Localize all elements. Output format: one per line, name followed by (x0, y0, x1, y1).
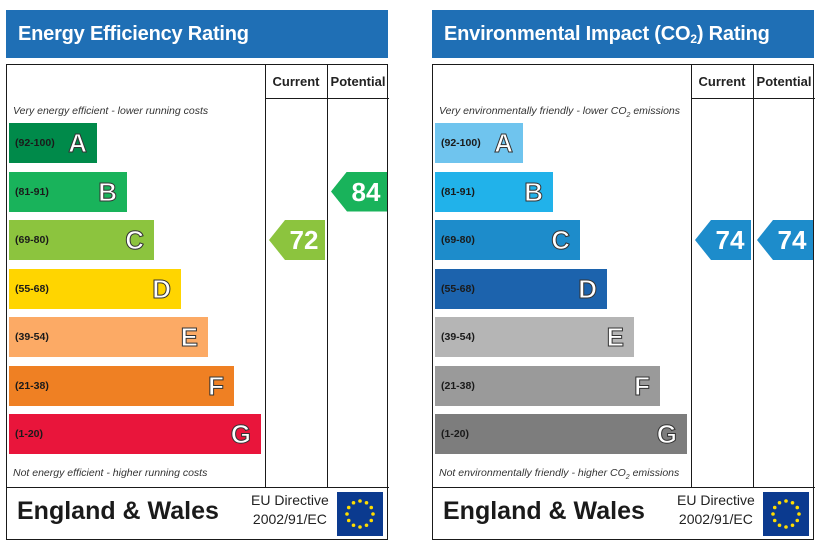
band-letter: D (152, 273, 172, 304)
eu-directive: EU Directive 2002/91/EC (251, 492, 329, 527)
energy-panel-title: Energy Efficiency Rating (6, 10, 388, 58)
band-range-label: (39-54) (441, 331, 475, 343)
eu-flag-icon (337, 492, 383, 536)
potential-column-header: Potential (756, 74, 812, 89)
rating-band-f: (21-38) F (435, 365, 660, 406)
rating-band-g: (1-20) G (9, 414, 261, 454)
energy-chart-frame: Current Potential Very energy efficient … (6, 64, 389, 540)
environment-panel-title: Environmental Impact (CO2) Rating (432, 10, 814, 58)
band-range-label: (1-20) (441, 428, 470, 440)
rating-band-d: (55-68) D (435, 268, 607, 309)
band-range-label: (92-100) (441, 137, 481, 149)
band-letter: F (634, 370, 651, 401)
band-letter: E (180, 322, 198, 353)
band-range-label: (81-91) (15, 185, 49, 198)
environment-chart-frame: Current Potential Very environmentally f… (432, 64, 815, 540)
band-range-label: (69-80) (15, 234, 49, 246)
band-range-label: (92-100) (15, 137, 55, 149)
band-range-label: (39-54) (15, 331, 49, 343)
band-range-label: (55-68) (15, 282, 49, 295)
band-letter: B (524, 176, 544, 207)
energy-current-rating: 72 (269, 220, 325, 260)
band-letter: C (551, 225, 571, 256)
energy-efficiency-panel: Energy Efficiency Rating Current Potenti… (6, 10, 389, 542)
rating-band-a: (92-100) A (9, 123, 97, 163)
environment-potential-rating: 74 (757, 220, 813, 260)
band-letter: B (98, 176, 118, 207)
band-letter: A (494, 128, 514, 159)
rating-band-f: (21-38) F (9, 365, 234, 406)
band-range-label: (21-38) (441, 379, 475, 392)
rating-band-c: (69-80) C (435, 220, 580, 260)
eu-directive: EU Directive 2002/91/EC (677, 492, 755, 527)
energy-note-top: Very energy efficient - lower running co… (13, 105, 209, 117)
potential-column-header: Potential (330, 74, 386, 89)
band-range-label: (55-68) (441, 282, 475, 295)
environment-current-rating: 74 (695, 220, 751, 260)
rating-band-e: (39-54) E (9, 317, 208, 357)
environmental-impact-panel: Environmental Impact (CO2) Rating Curren… (432, 10, 815, 542)
current-column-header: Current (272, 74, 320, 89)
band-letter: D (578, 273, 598, 304)
environment-note-top: Very environmentally friendly - lower CO… (439, 105, 681, 120)
energy-potential-rating: 84 (331, 171, 387, 212)
environment-note-bottom: Not environmentally friendly - higher CO… (439, 467, 680, 482)
eu-flag-icon (763, 492, 809, 536)
band-letter: C (125, 225, 145, 256)
rating-band-c: (69-80) C (9, 220, 154, 260)
current-column-header: Current (698, 74, 746, 89)
rating-band-a: (92-100) A (435, 123, 523, 163)
band-range-label: (1-20) (15, 428, 44, 440)
rating-band-b: (81-91) B (9, 171, 127, 212)
rating-band-g: (1-20) G (435, 414, 687, 454)
band-range-label: (69-80) (441, 234, 475, 246)
band-range-label: (81-91) (441, 185, 475, 198)
rating-band-b: (81-91) B (435, 171, 553, 212)
band-letter: E (606, 322, 624, 353)
band-letter: G (656, 419, 677, 450)
rating-band-d: (55-68) D (9, 268, 181, 309)
band-letter: A (68, 128, 88, 159)
band-letter: F (208, 370, 225, 401)
rating-band-e: (39-54) E (435, 317, 634, 357)
region-label: England & Wales (17, 497, 219, 525)
band-letter: G (230, 419, 251, 450)
region-label: England & Wales (443, 497, 645, 525)
band-range-label: (21-38) (15, 379, 49, 392)
energy-note-bottom: Not energy efficient - higher running co… (13, 467, 208, 479)
